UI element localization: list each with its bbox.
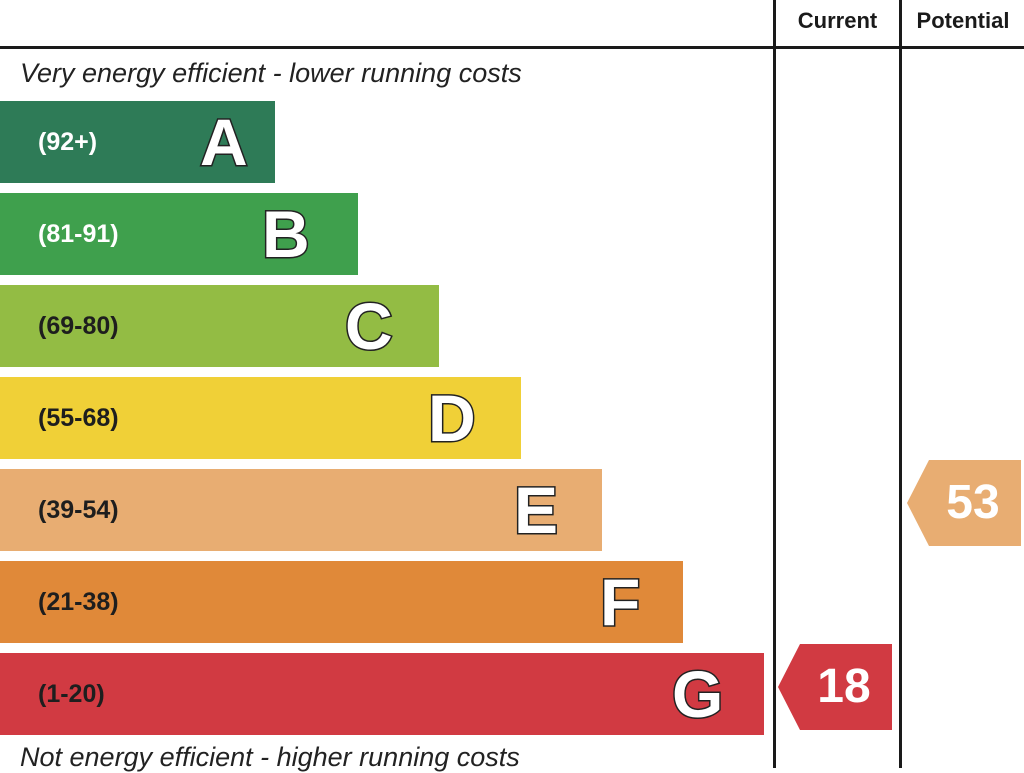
current-column-header: Current — [797, 8, 878, 33]
band-e-range: (39-54) — [38, 496, 119, 524]
potential-rating-arrow: 53 — [907, 460, 1021, 546]
potential-column-header: Potential — [916, 8, 1010, 33]
current-arrow-shape — [778, 644, 892, 730]
potential-arrow-shape — [907, 460, 1021, 546]
current-column-divider — [773, 0, 776, 768]
band-b-letter: B — [261, 196, 312, 273]
band-c-range: (69-80) — [38, 312, 119, 340]
band-g-letter: G — [670, 656, 724, 733]
top-caption: Very energy efficient - lower running co… — [20, 58, 522, 88]
band-b-range: (81-91) — [38, 220, 119, 248]
band-c-letter: C — [344, 288, 395, 365]
band-f: (21-38) F — [0, 561, 683, 643]
band-e: (39-54) E — [0, 469, 602, 551]
header-divider — [0, 46, 1024, 49]
band-f-letter: F — [598, 564, 641, 641]
potential-column-divider — [899, 0, 902, 768]
band-a: (92+) A — [0, 101, 275, 183]
band-e-letter: E — [512, 472, 559, 549]
bottom-caption: Not energy efficient - higher running co… — [20, 742, 520, 772]
potential-rating-value: 53 — [946, 476, 1000, 529]
current-rating-value: 18 — [817, 660, 871, 713]
band-d-letter: D — [427, 380, 478, 457]
band-f-range: (21-38) — [38, 588, 119, 616]
band-d-range: (55-68) — [38, 404, 119, 432]
current-rating-arrow: 18 — [778, 644, 892, 730]
band-g: (1-20) G — [0, 653, 764, 735]
band-d: (55-68) D — [0, 377, 521, 459]
band-b: (81-91) B — [0, 193, 358, 275]
band-a-range: (92+) — [38, 128, 98, 156]
band-g-range: (1-20) — [38, 680, 105, 708]
band-c: (69-80) C — [0, 285, 439, 367]
band-a-letter: A — [199, 104, 250, 181]
